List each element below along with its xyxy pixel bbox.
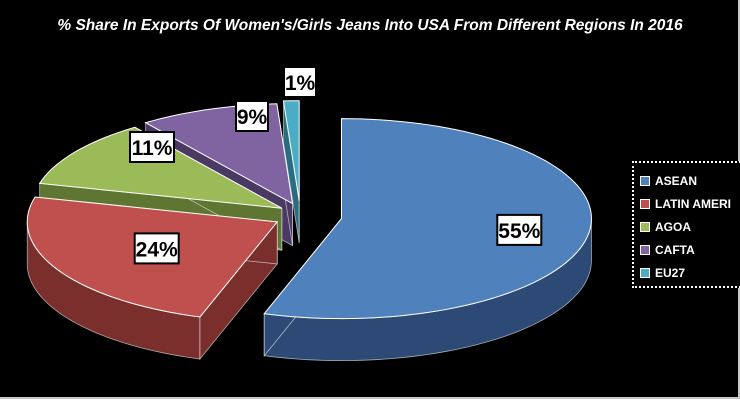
bottom-strip — [0, 399, 740, 403]
svg-text:1%: 1% — [285, 72, 316, 95]
legend-label-asean: ASEAN — [655, 173, 698, 188]
data-label-agoa: 11% — [129, 131, 175, 163]
slice-asean — [263, 118, 592, 320]
legend-item-cafta: CAFTA — [634, 238, 740, 261]
legend-item-agoa: AGOA — [634, 215, 740, 238]
legend-swatch-latin-america — [640, 198, 650, 209]
svg-text:9%: 9% — [237, 106, 268, 129]
legend: ASEAN LATIN AMERI AGOA CAFTA EU27 — [632, 161, 740, 288]
legend-label-eu27: EU27 — [655, 265, 686, 280]
legend-label-latin-america: LATIN AMERI — [655, 196, 731, 211]
slice-eu27 — [282, 100, 300, 201]
data-label-cafta: 9% — [235, 100, 269, 132]
legend-item-asean: ASEAN — [634, 169, 740, 192]
data-label-eu27: 1% — [283, 66, 317, 98]
chart-title: % Share In Exports Of Women's/Girls Jean… — [57, 17, 683, 34]
legend-label-cafta: CAFTA — [655, 242, 695, 257]
legend-item-eu27: EU27 — [634, 261, 740, 284]
legend-label-agoa: AGOA — [655, 219, 691, 234]
data-label-latin-america: 24% — [133, 232, 180, 265]
svg-text:11%: 11% — [132, 137, 173, 160]
legend-item-latin-america: LATIN AMERI — [634, 192, 740, 215]
svg-text:24%: 24% — [136, 238, 178, 261]
slice-agoa — [38, 126, 283, 209]
legend-swatch-agoa — [640, 221, 650, 232]
legend-swatch-asean — [640, 175, 650, 186]
legend-swatch-cafta — [640, 244, 650, 255]
legend-swatch-eu27 — [640, 267, 650, 278]
svg-text:55%: 55% — [498, 220, 540, 243]
data-label-asean: 55% — [496, 213, 543, 246]
